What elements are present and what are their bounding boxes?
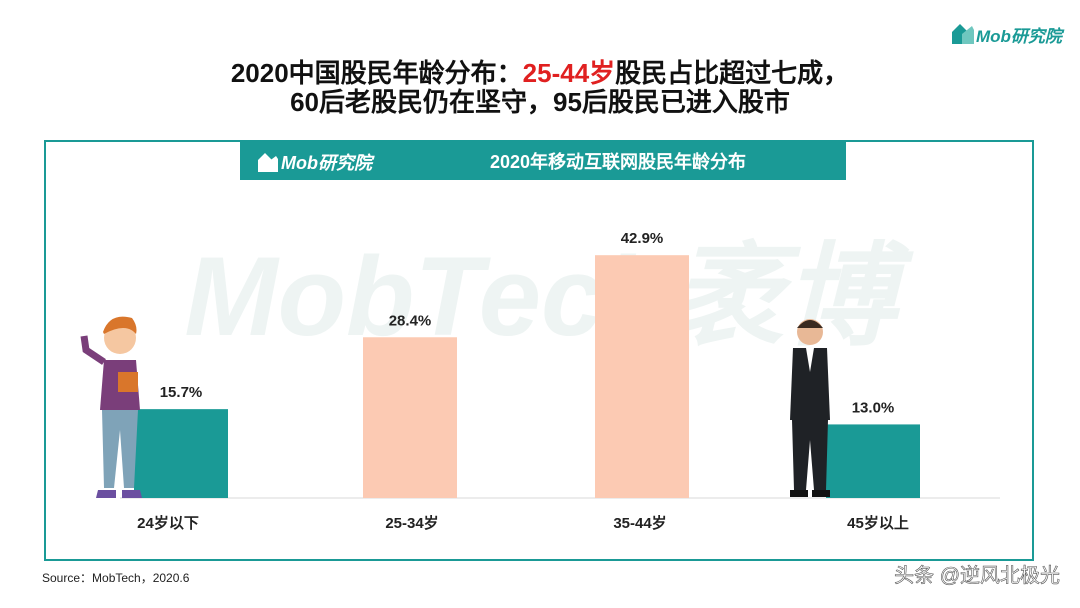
bar (595, 255, 689, 498)
bar (134, 409, 228, 498)
title-part: 2020中国股民年龄分布： (231, 58, 523, 88)
watermark: MobTech袤博 (184, 234, 914, 359)
x-tick-label: 25-34岁 (385, 514, 438, 532)
source: Source：MobTech，2020.6 (42, 571, 190, 585)
banner-logo: Mob研究院 (281, 153, 375, 173)
banner (240, 142, 846, 180)
value-label: 28.4% (389, 312, 432, 329)
value-label: 15.7% (160, 384, 203, 401)
x-tick-label: 45岁以上 (847, 514, 909, 532)
title-line-1: 2020中国股民年龄分布：25-44岁股民占比超过七成， (231, 58, 849, 88)
title-part: 股民占比超过七成， (615, 58, 849, 88)
title-line-2: 60后老股民仍在坚守，95后股民已进入股市 (290, 87, 790, 117)
bar (826, 424, 920, 498)
value-label: 13.0% (852, 399, 895, 416)
x-tick-label: 24岁以下 (137, 514, 199, 532)
chart-title: 2020年移动互联网股民年龄分布 (490, 151, 746, 172)
footer-watermark: 头条 @逆风北极光 (894, 564, 1060, 587)
bars: 15.7% 24岁以下 28.4% 25-34岁 42.9% 35-44岁 13.0% 45岁… (134, 230, 920, 532)
x-tick-label: 35-44岁 (613, 514, 666, 532)
bar (363, 337, 457, 498)
logo-text: Mob研究院 (976, 27, 1065, 46)
man-illustration (790, 319, 830, 497)
title-highlight: 25-44岁 (523, 58, 616, 88)
value-label: 42.9% (621, 230, 664, 247)
boy-illustration (80, 316, 142, 498)
banner-logo-icon (258, 153, 278, 172)
logo: Mob研究院 (952, 24, 1065, 46)
